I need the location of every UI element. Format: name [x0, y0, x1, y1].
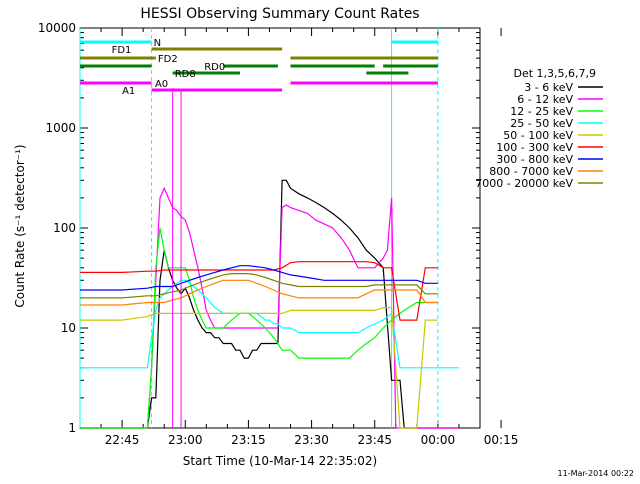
legend-label-8: 800 - 7000 keV [489, 165, 573, 178]
series-line-2 [80, 186, 459, 429]
footer-date: 11-Mar-2014 00:22 [558, 469, 635, 478]
legend-label-5: 50 - 100 keV [503, 129, 573, 142]
flag-label-fd2: FD2 [158, 54, 178, 65]
legend-label-3: 12 - 25 keV [510, 105, 573, 118]
y-tick-label: 1000 [45, 121, 76, 135]
flag-label-fd1: FD1 [112, 45, 132, 56]
legend-title: Det 1,3,5,6,7,9 [513, 67, 596, 80]
series-line-3 [80, 227, 438, 429]
legend-label-4: 25 - 50 keV [510, 117, 573, 130]
flag-label-rd0: RD0 [204, 62, 225, 73]
series-line-7 [80, 265, 438, 291]
x-tick-label: 23:45 [357, 433, 392, 447]
x-tick-label: 23:30 [294, 433, 329, 447]
legend-label-6: 100 - 300 keV [496, 141, 573, 154]
legend-label-1: 3 - 6 keV [524, 81, 573, 94]
legend-label-7: 300 - 800 keV [496, 153, 573, 166]
series-line-6 [80, 261, 438, 321]
x-tick-label: 00:00 [421, 433, 456, 447]
y-axis-label: Count Rate (s⁻¹ detector⁻¹) [13, 144, 27, 307]
y-tick-label: 10000 [38, 21, 76, 35]
x-tick-label: 00:15 [484, 433, 519, 447]
legend-label-9: 7000 - 20000 keV [475, 177, 573, 190]
series-line-9 [80, 273, 438, 299]
x-tick-label: 22:45 [105, 433, 140, 447]
y-tick-label: 100 [53, 221, 76, 235]
y-tick-label: 1 [68, 421, 76, 435]
series-line-5 [80, 307, 438, 429]
legend-label-2: 6 - 12 keV [517, 93, 573, 106]
x-tick-label: 23:15 [231, 433, 266, 447]
plot-area: 1 10 100 1000 10000 22:45 23:00 23:15 23:30 23:45… [38, 21, 519, 447]
x-tick-label: 23:00 [168, 433, 203, 447]
flag-label-rd8: RD8 [175, 69, 196, 80]
x-axis-label: Start Time (10-Mar-14 22:35:02) [183, 454, 377, 468]
series-line-8 [80, 279, 438, 306]
chart-title: HESSI Observing Summary Count Rates [140, 6, 419, 22]
flag-label-a1: A1 [122, 86, 135, 97]
y-tick-label: 10 [61, 321, 76, 335]
flag-label-a0: A0 [155, 79, 168, 90]
flag-label-n: N [154, 38, 161, 49]
